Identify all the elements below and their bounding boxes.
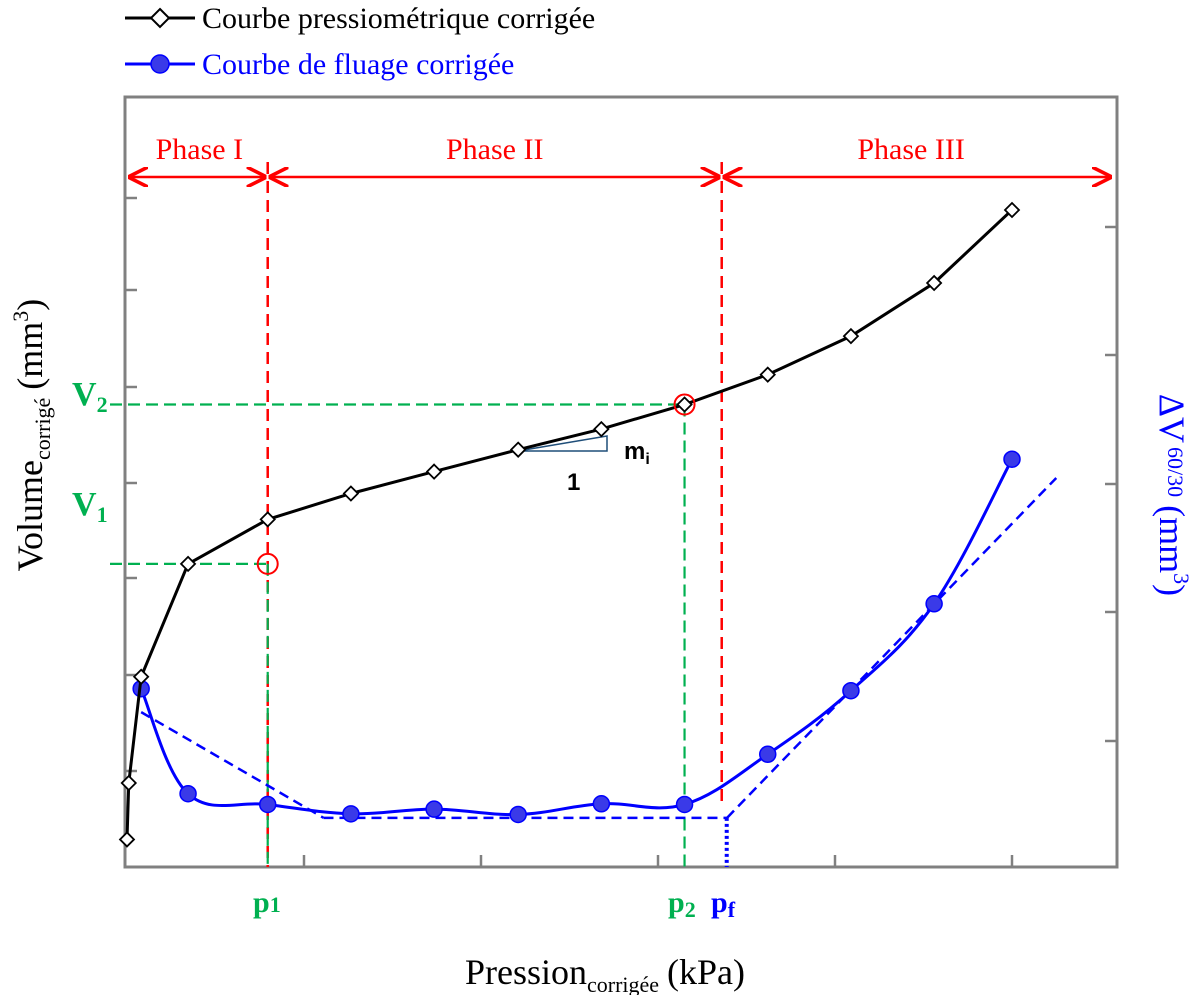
slope-run-label: 1 (567, 469, 580, 496)
creep-point-3 (342, 805, 360, 823)
creep-point-1 (179, 784, 197, 803)
series-pressiometric (118, 201, 1021, 848)
pressiometric-point-11 (842, 327, 860, 345)
series-creep (132, 450, 1021, 824)
v2-label: V2 (72, 376, 108, 417)
pressiometric-point-4 (259, 511, 276, 528)
pressiometric-point-5 (342, 485, 360, 502)
pressiometric-point-13 (1003, 201, 1021, 219)
p2-label: p2 (668, 886, 696, 922)
legend-label-pressiometric: Courbe pressiométrique corrigée (202, 2, 595, 35)
pressiometric-point-7 (509, 441, 527, 458)
axis-ticks (125, 196, 1117, 867)
highlight-p1 (256, 552, 279, 575)
phase-annotations: Phase I Phase II Phase III (130, 133, 1110, 867)
creep-point-6 (592, 795, 611, 813)
phase-label-1: Phase I (156, 133, 243, 166)
linear-fit-3 (726, 477, 1058, 819)
pressiometric-point-8 (593, 420, 610, 438)
creep-point-8 (758, 745, 777, 764)
creep-point-5 (509, 805, 527, 824)
p1-label: p1 (253, 886, 281, 919)
slope-label: mi (624, 438, 650, 468)
y-right-axis-title: ΔV60/30(mm3) (1152, 394, 1194, 596)
pressiometric-point-0 (118, 831, 136, 848)
pf-label: pf (711, 886, 736, 922)
pressiometric-point-10 (759, 366, 777, 383)
legend: Courbe pressiométrique corrigée Courbe d… (125, 2, 595, 81)
highlight-p2 (673, 393, 696, 416)
pressiometric-point-1 (120, 774, 138, 792)
pressiometric-line (125, 208, 1014, 840)
linear-fit-1 (140, 711, 325, 819)
x-axis-title: Pressioncorrigée (kPa) (465, 952, 745, 995)
highlight-circles (256, 393, 696, 575)
pressiometric-point-2 (132, 668, 150, 686)
creep-point-10 (925, 595, 943, 613)
pressiometric-point-3 (179, 555, 197, 573)
creep-point-9 (842, 681, 860, 700)
creep-point-2 (258, 795, 277, 814)
slope-triangle (517, 435, 608, 452)
creep-line (139, 458, 1014, 817)
legend-item-pressiometric: Courbe pressiométrique corrigée (125, 2, 595, 35)
v1-label: V1 (72, 486, 108, 527)
phase-label-2: Phase II (446, 133, 543, 166)
creep-point-11 (1003, 450, 1021, 468)
pressiometric-point-9 (676, 396, 693, 413)
legend-label-creep: Courbe de fluage corrigée (202, 48, 514, 81)
creep-point-4 (425, 800, 443, 818)
reference-lines (110, 403, 1058, 867)
y-left-axis-title: Volumecorrigé(mm3) (8, 299, 55, 572)
pressiometric-point-12 (925, 274, 943, 292)
plot-frame (123, 95, 1119, 869)
creep-point-7 (675, 795, 694, 814)
slope-indicator: mi 1 (517, 435, 650, 496)
phase-label-3: Phase III (857, 133, 964, 166)
legend-item-creep: Courbe de fluage corrigée (125, 48, 514, 81)
pressiometric-point-6 (425, 463, 443, 480)
